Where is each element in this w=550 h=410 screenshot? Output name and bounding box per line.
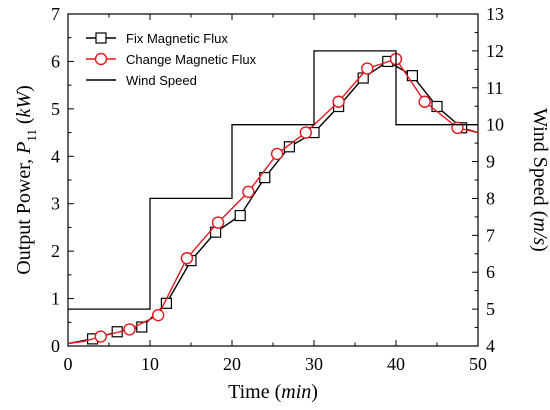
y-right-tick-label: 6 bbox=[486, 262, 495, 282]
x-tick-label: 50 bbox=[469, 354, 487, 374]
legend-marker-circle bbox=[94, 52, 108, 66]
series-line-fix-magnetic-flux bbox=[67, 60, 479, 345]
y-right-tick-label: 10 bbox=[486, 115, 504, 135]
y-right-tick-label: 4 bbox=[486, 336, 495, 356]
marker-square bbox=[431, 100, 443, 113]
x-tick-label: 20 bbox=[223, 354, 241, 374]
y-left-tick-label: 5 bbox=[51, 99, 60, 119]
y-right-tick-label: 9 bbox=[486, 152, 495, 172]
y-left-tick-label: 2 bbox=[51, 241, 60, 261]
marker-circle bbox=[270, 147, 284, 161]
marker-circle bbox=[211, 216, 225, 229]
series-group bbox=[67, 50, 479, 345]
y-right-tick-label: 5 bbox=[486, 299, 495, 319]
marker-circle bbox=[451, 121, 464, 135]
marker-circle bbox=[180, 252, 194, 265]
y-right-tick-label: 8 bbox=[486, 188, 495, 208]
marker-circle bbox=[332, 95, 345, 108]
marker-square bbox=[136, 321, 148, 333]
marker-circle bbox=[123, 323, 136, 336]
x-axis-title: Time (min) bbox=[228, 381, 318, 403]
y-right-tick-label: 13 bbox=[486, 4, 504, 24]
y-left-tick-label: 3 bbox=[51, 194, 60, 214]
legend-label: Fix Magnetic Flux bbox=[126, 31, 228, 46]
y-right-tick-label: 12 bbox=[486, 41, 504, 61]
x-tick-label: 30 bbox=[305, 354, 323, 374]
legend: Fix Magnetic Flux Change Magnetic Flux Win… bbox=[86, 31, 257, 88]
marker-circle bbox=[242, 185, 255, 199]
y-left-tick-label: 1 bbox=[51, 289, 60, 309]
x-tick-label: 40 bbox=[387, 354, 405, 374]
axis-titles: Time (min) Output Power, P11 (kW) Wind S… bbox=[13, 85, 550, 403]
y-left-tick-label: 0 bbox=[51, 336, 60, 356]
marker-circle bbox=[94, 330, 108, 343]
marker-circle bbox=[151, 308, 165, 322]
legend-label: Change Magnetic Flux bbox=[126, 52, 257, 67]
marker-circle bbox=[418, 95, 431, 108]
legend-marker-square bbox=[95, 32, 107, 44]
y-left-tick-label: 4 bbox=[51, 146, 60, 166]
y-right-tick-label: 11 bbox=[486, 78, 503, 98]
y-left-tick-label: 6 bbox=[51, 51, 60, 71]
marker-circle bbox=[361, 62, 374, 75]
y-right-tick-label: 7 bbox=[486, 225, 495, 245]
series-line-change-magnetic-flux bbox=[67, 58, 479, 345]
y-left-tick-label: 7 bbox=[51, 4, 60, 24]
y-left-axis-title: Output Power, P11 (kW) bbox=[13, 85, 39, 275]
x-tick-label: 10 bbox=[141, 354, 159, 374]
marker-square bbox=[283, 141, 295, 153]
y-right-axis-title: Wind Speed (m/s) bbox=[529, 108, 550, 252]
series-line-wind-speed bbox=[68, 50, 478, 310]
marker-circle bbox=[299, 126, 312, 139]
marker-square bbox=[234, 209, 246, 222]
legend-label: Wind Speed bbox=[126, 73, 197, 88]
x-tick-label: 0 bbox=[64, 354, 73, 374]
